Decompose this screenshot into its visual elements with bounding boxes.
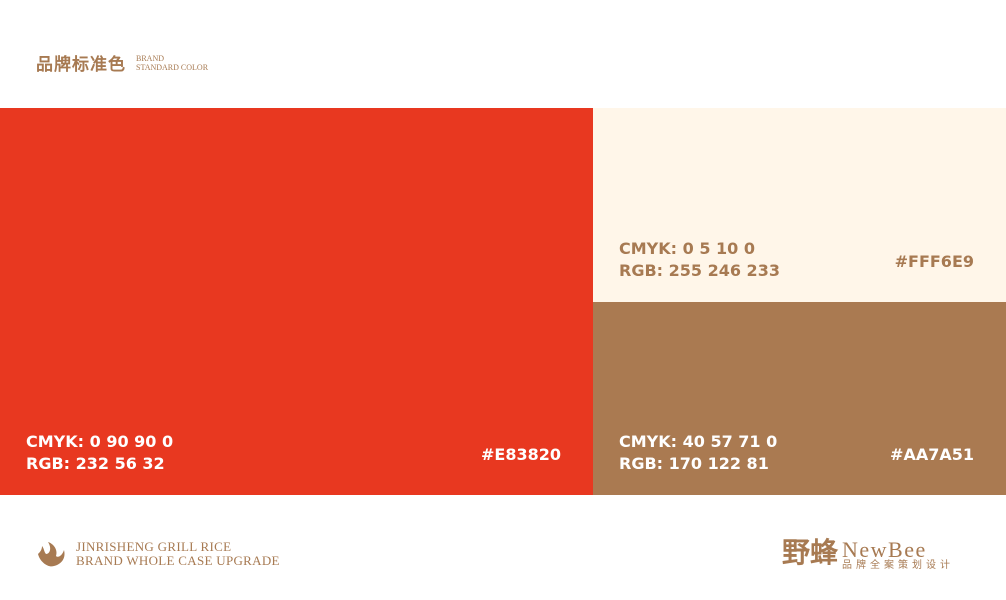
title-en-line-2: STANDARD COLOR [136,62,209,72]
hex-value: #E83820 [481,445,561,464]
brand-line-1: JINRISHENG GRILL RICE [76,539,232,554]
cmyk-value: CMYK: 0 90 90 0 [26,432,174,451]
title-en: BRAND STANDARD COLOR [136,54,208,72]
rgb-value: RGB: 255 246 233 [619,261,780,280]
logo-en: NewBee [842,537,927,562]
flame-logo-icon [38,542,65,567]
swatch-primary-red: CMYK: 0 90 90 0 RGB: 232 56 32 #E83820 [0,108,593,495]
client-brand: JINRISHENG GRILL RICE BRAND WHOLE CASE U… [36,540,280,568]
page-header: 品牌标准色 BRAND STANDARD COLOR [36,50,208,76]
title-en-line-1: BRAND [136,53,165,63]
logo-sub: 品牌全案策划设计 [842,560,955,571]
cmyk-value: CMYK: 0 5 10 0 [619,239,755,258]
rgb-value: RGB: 170 122 81 [619,454,769,473]
swatch-cream: CMYK: 0 5 10 0 RGB: 255 246 233 #FFF6E9 [593,108,1006,302]
rgb-value: RGB: 232 56 32 [26,454,165,473]
hex-value: #FFF6E9 [894,252,974,271]
swatch-brown: CMYK: 40 57 71 0 RGB: 170 122 81 #AA7A51 [593,302,1006,495]
cmyk-value: CMYK: 40 57 71 0 [619,432,778,451]
brand-line-2: BRAND WHOLE CASE UPGRADE [76,553,280,568]
agency-logo: 野蜂 NewBee 品牌全案策划设计 [782,536,954,572]
logo-cn: 野蜂 [782,536,839,569]
hex-value: #AA7A51 [890,445,974,464]
title-cn: 品牌标准色 [36,55,126,75]
